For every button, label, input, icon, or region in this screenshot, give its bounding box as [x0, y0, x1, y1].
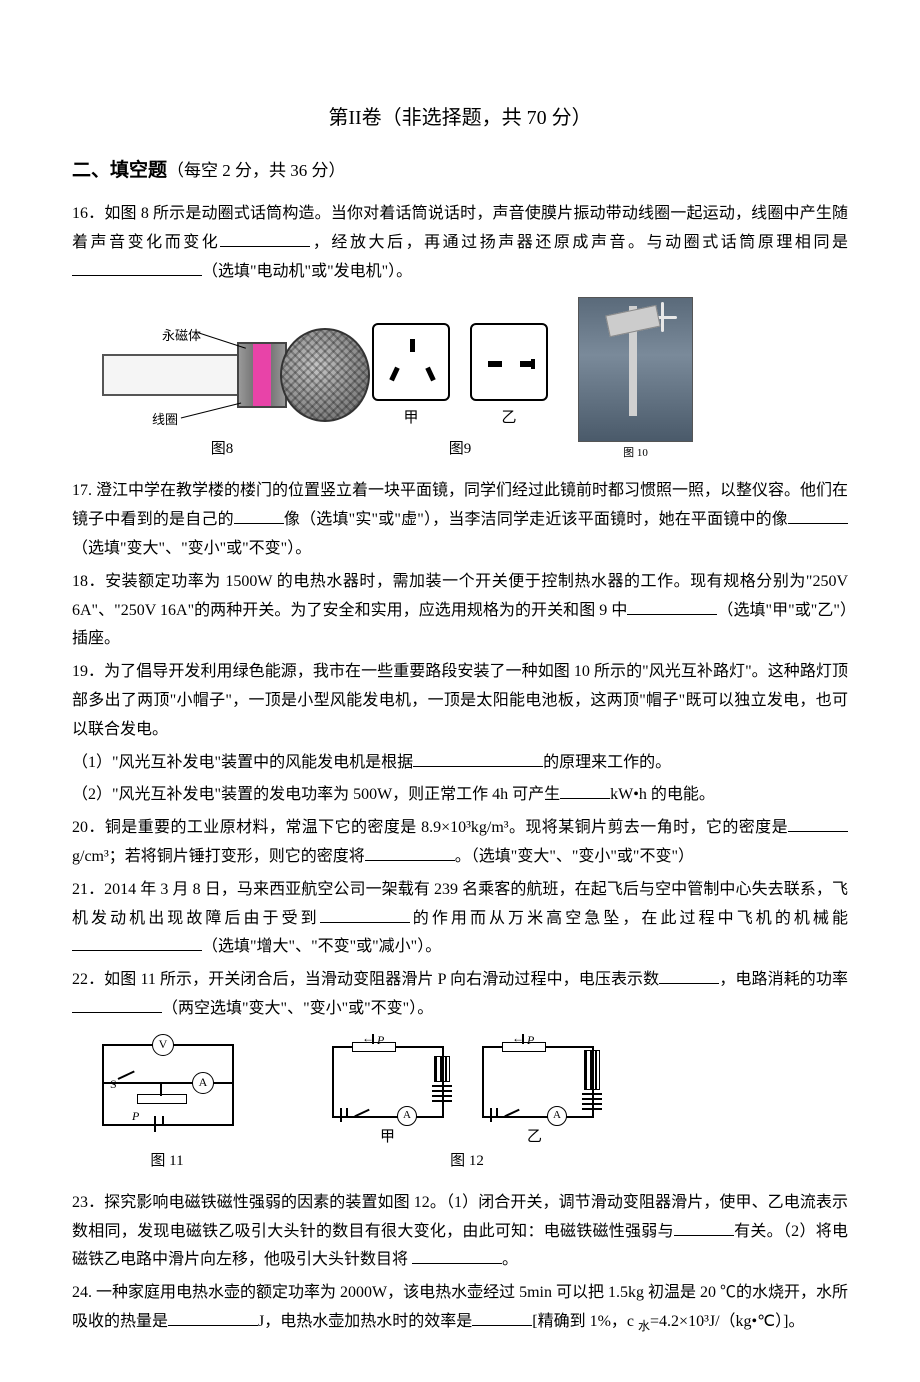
slider-label: P — [132, 1106, 139, 1128]
question-20: 20．铜是重要的工业原材料，常温下它的密度是 8.9×10³kg/m³。现将某铜… — [72, 814, 848, 872]
blank[interactable] — [788, 508, 848, 524]
q20-a: 20．铜是重要的工业原材料，常温下它的密度是 8.9×10³kg/m³。现将某铜… — [72, 819, 788, 836]
q23-c: 。 — [502, 1251, 518, 1268]
question-23: 23．探究影响电磁铁磁性强弱的因素的装置如图 12。（1）闭合开关，调节滑动变阻… — [72, 1189, 848, 1275]
blank[interactable] — [220, 231, 310, 247]
q24-b: J，电热水壶加热水时的效率是 — [258, 1313, 472, 1330]
question-18: 18．安装额定功率为 1500W 的电热水器时，需加装一个开关便于控制热水器的工… — [72, 568, 848, 654]
q19-2b: kW•h 的电能。 — [610, 786, 715, 803]
fill-title-main: 二、填空题 — [72, 160, 167, 181]
q19-1a: （1）"风光互补发电"装置中的风能发电机是根据 — [72, 754, 413, 771]
figure-row-1: 永磁体 线圈 图8 甲 乙 图9 图 1 — [72, 297, 848, 464]
blank[interactable] — [234, 508, 284, 524]
blank[interactable] — [412, 1248, 502, 1264]
q19-a: 19．为了倡导开发利用绿色能源，我市在一些重要路段安装了一种如图 10 所示的"… — [72, 663, 848, 738]
socket-a — [372, 323, 450, 401]
q22-c: （两空选填"变大"、"变小"或"不变"）。 — [162, 1000, 433, 1017]
blank[interactable] — [365, 845, 455, 861]
section-title: 第II卷（非选择题，共 70 分） — [72, 100, 848, 136]
mic-magnet-label: 永磁体 — [162, 324, 201, 347]
figure-10: 图 10 — [578, 297, 693, 464]
caption-8: 图8 — [211, 436, 234, 463]
subscript-water: 水 — [638, 1319, 650, 1333]
q17-b: 像（选填"实"或"虚"），当李洁同学走近该平面镜时，她在平面镜中的像 — [284, 511, 788, 528]
caption-9: 图9 — [449, 436, 472, 463]
caption-12: 图 12 — [450, 1148, 484, 1175]
blank[interactable] — [168, 1310, 258, 1326]
q24-d: =4.2×10³J/（kg•℃）]。 — [650, 1313, 804, 1330]
blank[interactable] — [72, 260, 202, 276]
ammeter-b-icon: A — [547, 1106, 567, 1126]
ammeter-a-icon: A — [397, 1106, 417, 1126]
question-21: 21．2014 年 3 月 8 日，马来西亚航空公司一架载有 239 名乘客的航… — [72, 876, 848, 962]
circuit-11: V A S P — [82, 1034, 252, 1144]
question-16: 16．如图 8 所示是动圈式话筒构造。当你对着话筒说话时，声音使膜片振动带动线圈… — [72, 200, 848, 286]
figure-9: 甲 乙 图9 — [372, 323, 548, 463]
q24-c: [精确到 1%，c — [532, 1313, 638, 1330]
caption-10: 图 10 — [623, 444, 648, 464]
q16-b: ，经放大后，再通过扬声器还原成声音。与动圈式话筒原理相同是 — [310, 234, 848, 251]
q19-1b: 的原理来工作的。 — [543, 754, 671, 771]
circuit-a-label: 甲 — [380, 1124, 395, 1151]
question-17: 17. 澄江中学在教学楼的楼门的位置竖立着一块平面镜，同学们经过此镜前时都习惯照… — [72, 477, 848, 563]
ammeter-icon: A — [192, 1072, 214, 1094]
question-24: 24. 一种家庭用电热水壶的额定功率为 2000W，该电热水壶经过 5min 可… — [72, 1279, 848, 1338]
q22-a: 22．如图 11 所示，开关闭合后，当滑动变阻器滑片 P 向右滑动过程中，电压表… — [72, 971, 659, 988]
rheostat-arrow: ← — [362, 1028, 374, 1050]
q20-c: 。（选填"变大"、"变小"或"不变"） — [455, 848, 694, 865]
mic-coil-label: 线圈 — [152, 408, 178, 431]
streetlight-image — [578, 297, 693, 442]
fill-title-sub: （每空 2 分，共 36 分） — [167, 161, 346, 180]
circuit-12: ← P A 甲 ← P A 乙 — [322, 1034, 612, 1144]
socket-b-label: 乙 — [501, 405, 516, 432]
microphone-diagram: 永磁体 线圈 — [102, 322, 342, 432]
q16-c: （选填"电动机"或"发电机"）。 — [202, 263, 412, 280]
q21-c: （选填"增大"、"不变"或"减小"）。 — [202, 938, 441, 955]
socket-b — [470, 323, 548, 401]
q20-b: g/cm³；若将铜片锤打变形，则它的密度将 — [72, 848, 365, 865]
question-22: 22．如图 11 所示，开关闭合后，当滑动变阻器滑片 P 向右滑动过程中，电压表… — [72, 966, 848, 1024]
rheostat-arrow-b: ← — [512, 1028, 524, 1050]
slider-p-a: P — [377, 1030, 384, 1052]
blank[interactable] — [413, 751, 543, 767]
blank[interactable] — [560, 783, 610, 799]
q22-b: ，电路消耗的功率 — [719, 971, 848, 988]
blank[interactable] — [72, 997, 162, 1013]
question-19-2: （2）"风光互补发电"装置的发电功率为 500W，则正常工作 4h 可产生 kW•… — [72, 781, 848, 810]
blank[interactable] — [320, 907, 410, 923]
socket-a-label: 甲 — [403, 405, 418, 432]
figure-8: 永磁体 线圈 图8 — [102, 322, 342, 463]
blank[interactable] — [674, 1220, 734, 1236]
blank[interactable] — [472, 1310, 532, 1326]
caption-11: 图 11 — [150, 1148, 183, 1175]
q21-b: 的作用而从万米高空急坠，在此过程中飞机的机械能 — [410, 910, 848, 927]
figure-12: ← P A 甲 ← P A 乙 图 12 — [322, 1034, 612, 1175]
figure-row-2: V A S P 图 11 ← P A — [72, 1034, 848, 1175]
blank[interactable] — [788, 816, 848, 832]
fill-title: 二、填空题（每空 2 分，共 36 分） — [72, 154, 848, 188]
figure-11: V A S P 图 11 — [82, 1034, 252, 1175]
switch-label: S — [110, 1074, 117, 1096]
blank[interactable] — [72, 935, 202, 951]
q19-2a: （2）"风光互补发电"装置的发电功率为 500W，则正常工作 4h 可产生 — [72, 786, 560, 803]
voltmeter-icon: V — [152, 1034, 174, 1056]
question-19: 19．为了倡导开发利用绿色能源，我市在一些重要路段安装了一种如图 10 所示的"… — [72, 658, 848, 744]
blank[interactable] — [627, 599, 717, 615]
circuit-b-label: 乙 — [527, 1124, 542, 1151]
slider-p-b: P — [527, 1030, 534, 1052]
blank[interactable] — [659, 968, 719, 984]
question-19-1: （1）"风光互补发电"装置中的风能发电机是根据 的原理来工作的。 — [72, 749, 848, 778]
q17-c: （选填"变大"、"变小"或"不变"）。 — [72, 540, 311, 557]
